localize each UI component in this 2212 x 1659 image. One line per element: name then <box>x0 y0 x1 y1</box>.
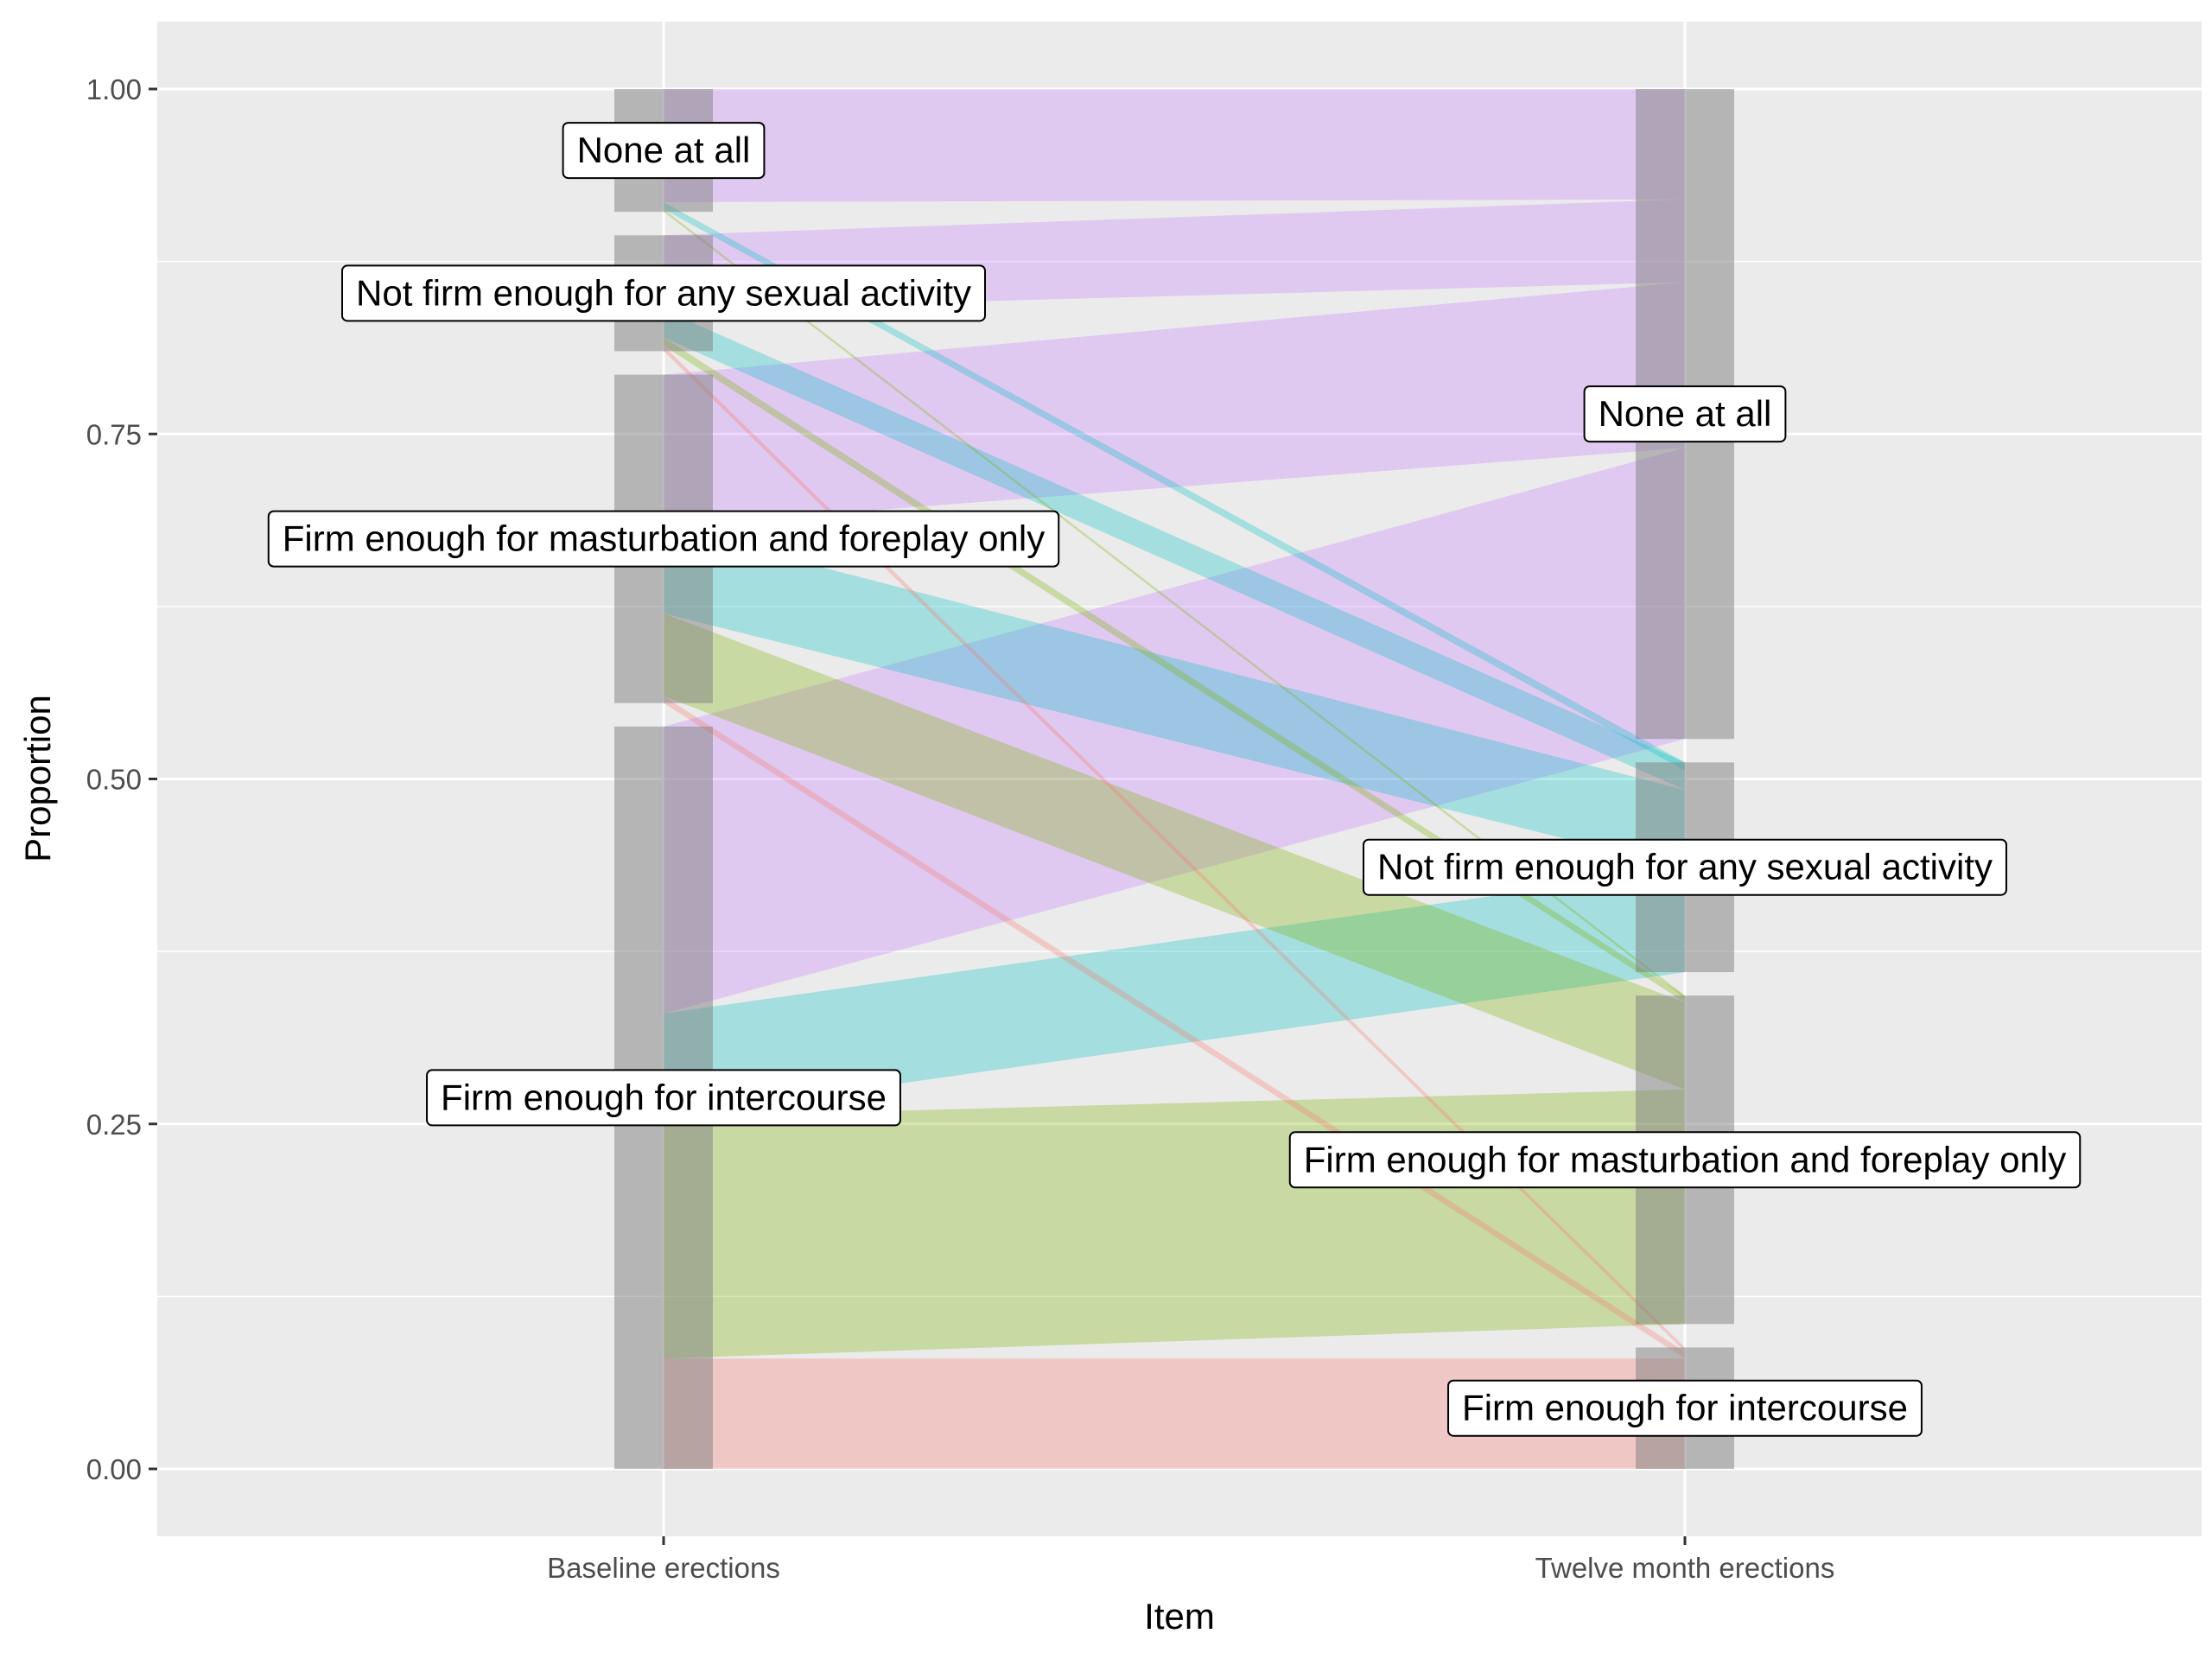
y-axis: 0.00 0.25 0.50 0.75 1.00 <box>86 73 157 1485</box>
stratum-label-text: None at all <box>577 130 751 170</box>
y-tick-label: 0.00 <box>86 1453 142 1485</box>
stratum-label-text: Firm enough for masturbation and forepla… <box>283 518 1045 559</box>
stratum-label-box <box>1447 1379 1923 1437</box>
flow-ribbon <box>664 868 1685 1117</box>
stratum-label-text: Firm enough for intercourse <box>441 1077 887 1117</box>
stratum-label: None at all <box>562 122 766 180</box>
stratum-label-box <box>1363 838 2007 896</box>
x-tick-label: Baseline erections <box>547 1552 780 1584</box>
stratum-label-box <box>1288 1131 2082 1189</box>
flows <box>664 89 1685 1469</box>
flow-ribbon <box>664 696 1685 1359</box>
stratum-label-box <box>562 122 766 180</box>
y-tick-label: 0.50 <box>86 764 142 796</box>
flow-ribbon <box>664 89 1685 202</box>
flow-ribbon <box>664 613 1685 1090</box>
y-tick-label: 0.75 <box>86 418 142 450</box>
stratum-label: Firm enough for masturbation and forepla… <box>1288 1131 2082 1189</box>
stratum-label: Firm enough for masturbation and forepla… <box>267 510 1060 568</box>
y-tick-label: 0.25 <box>86 1109 142 1141</box>
flow-ribbon <box>664 208 1685 999</box>
y-tick-label: 1.00 <box>86 73 142 105</box>
stratum-label-box <box>1583 385 1787 443</box>
stratum-label: Firm enough for intercourse <box>426 1069 901 1127</box>
flow-ribbon <box>664 1089 1685 1359</box>
minor-gridlines <box>157 260 2202 1298</box>
stratum-label: None at all <box>1583 385 1787 443</box>
flow-ribbon <box>664 1358 1685 1469</box>
flow-ribbon <box>664 309 1685 791</box>
flow-ribbon <box>664 346 1685 1352</box>
stratum-label-box <box>267 510 1060 568</box>
y-axis-title: Proportion <box>17 695 58 862</box>
stratum-label: Not firm enough for any sexual activity <box>1363 838 2007 896</box>
stratum-label: Not firm enough for any sexual activity <box>341 264 986 322</box>
stratum-label-box <box>426 1069 901 1127</box>
flow-ribbon <box>664 282 1685 527</box>
stratum-label-text: Not firm enough for any sexual activity <box>1377 847 1993 887</box>
stratum-label: Firm enough for intercourse <box>1447 1379 1923 1437</box>
stratum-label-text: Firm enough for masturbation and forepla… <box>1304 1139 2066 1179</box>
stratum-label-text: None at all <box>1599 393 1772 434</box>
stratum-label-text: Firm enough for intercourse <box>1462 1388 1908 1428</box>
x-tick-label: Twelve month erections <box>1535 1552 1835 1584</box>
flow-ribbon <box>664 448 1685 1014</box>
stratum-label-text: Not firm enough for any sexual activity <box>356 272 971 313</box>
x-axis-title: Item <box>1144 1596 1215 1637</box>
x-axis: Baseline erections Twelve month erections <box>547 1536 1834 1584</box>
stratum-label-box <box>341 264 986 322</box>
flow-ribbon <box>664 526 1685 869</box>
stratum-labels: Firm enough for intercourse Firm enough f… <box>267 122 2082 1437</box>
flow-ribbon <box>664 337 1685 1003</box>
flow-ribbon <box>664 201 1685 771</box>
